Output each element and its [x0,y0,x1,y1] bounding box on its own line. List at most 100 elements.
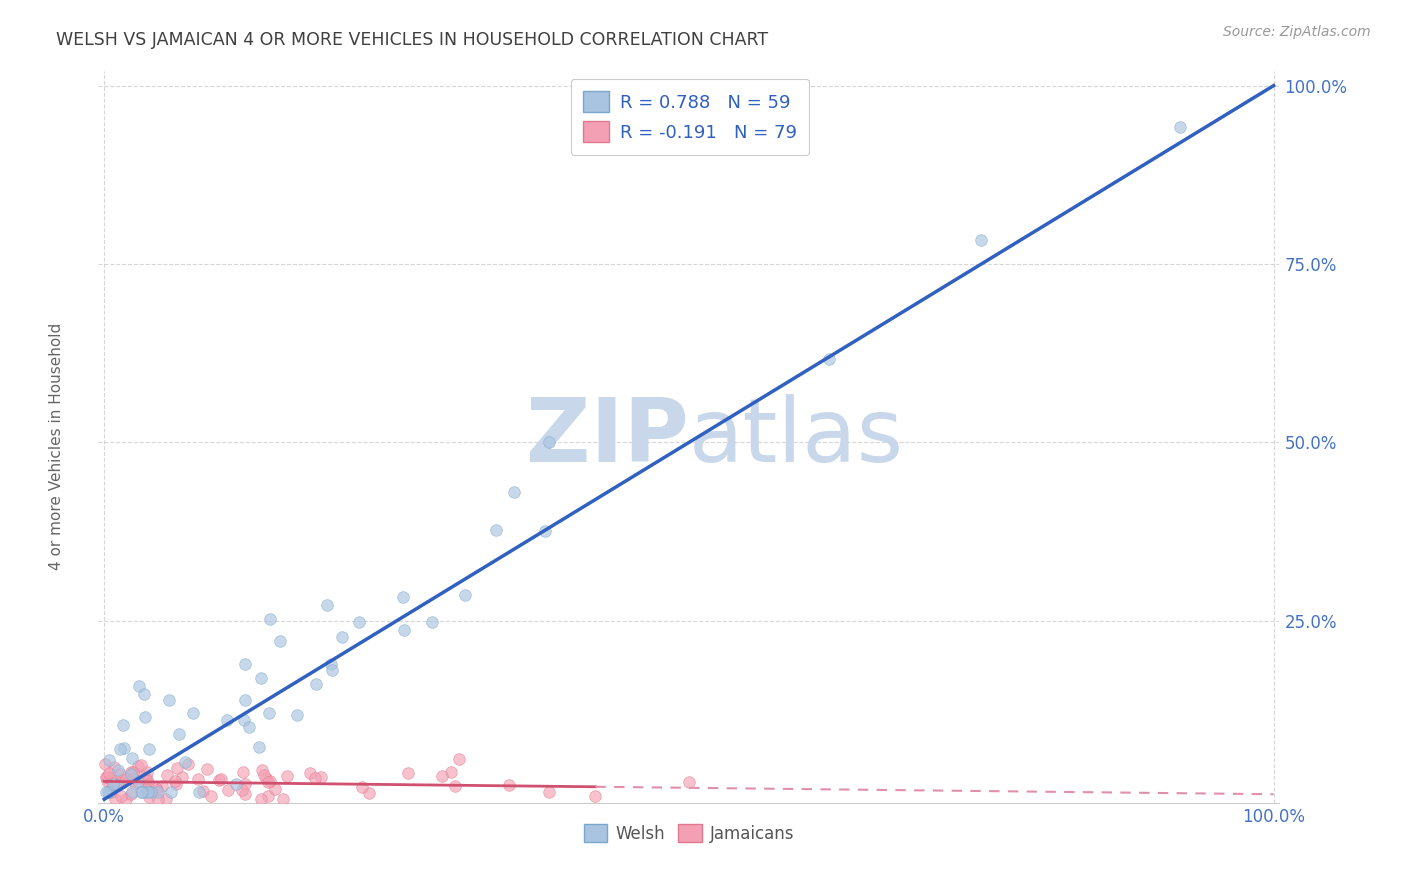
Point [110,772,132,786]
Point [299,766,322,780]
Point [101,777,124,791]
Point [94,785,117,799]
Point [148,792,170,806]
Point [111,718,134,732]
Point [537,785,560,799]
Point [104,779,127,793]
Point [98,766,121,780]
Point [233,657,256,672]
Point [120,787,142,801]
Point [273,792,295,806]
Point [207,772,229,787]
Point [253,768,276,782]
Point [316,599,339,613]
Point [217,783,239,797]
Legend: Welsh, Jamaicans: Welsh, Jamaicans [576,818,801,849]
Point [247,739,270,754]
Point [177,757,200,772]
Point [134,785,156,799]
Point [394,624,416,638]
Point [304,771,326,785]
Point [678,774,700,789]
Point [134,709,156,723]
Point [114,772,136,786]
Point [309,770,332,784]
Point [259,774,281,789]
Point [145,780,167,795]
Point [94,756,117,771]
Point [269,634,291,648]
Point [129,758,152,772]
Point [454,589,477,603]
Point [165,777,187,791]
Point [101,779,124,793]
Point [238,720,260,734]
Point [276,768,298,782]
Point [101,772,124,786]
Point [120,765,142,780]
Point [146,785,169,799]
Point [264,782,287,797]
Point [135,781,157,796]
Point [101,780,124,794]
Point [191,784,214,798]
Point [449,752,471,766]
Point [233,713,256,727]
Point [115,792,138,806]
Point [96,770,118,784]
Point [350,780,373,794]
Point [249,671,271,685]
Point [155,792,177,806]
Point [285,707,308,722]
Point [110,789,132,803]
Point [305,676,328,690]
Point [249,791,271,805]
Point [96,774,118,789]
Point [136,772,159,786]
Point [103,760,125,774]
Point [104,792,127,806]
Point [420,615,443,629]
Point [150,779,173,793]
Point [187,772,209,786]
Point [232,765,254,780]
Point [444,780,467,794]
Text: WELSH VS JAMAICAN 4 OR MORE VEHICLES IN HOUSEHOLD CORRELATION CHART: WELSH VS JAMAICAN 4 OR MORE VEHICLES IN … [56,31,768,49]
Point [163,773,186,788]
Point [139,785,162,799]
Point [121,751,143,765]
Point [235,787,257,801]
Point [502,484,524,499]
Point [209,772,232,787]
Point [195,762,218,776]
Point [392,591,415,605]
Point [250,763,273,777]
Point [108,742,131,756]
Text: 4 or more Vehicles in Household: 4 or more Vehicles in Household [49,322,63,570]
Point [100,785,122,799]
Point [159,785,181,799]
Point [128,767,150,781]
Point [131,785,153,799]
Point [332,630,354,644]
Point [233,693,256,707]
Point [166,761,188,775]
Point [188,785,211,799]
Point [231,783,253,797]
Point [200,789,222,803]
Point [257,706,280,720]
Point [121,772,143,786]
Text: Source: ZipAtlas.com: Source: ZipAtlas.com [1223,25,1371,39]
Point [136,777,159,791]
Point [127,759,149,773]
Point [498,778,520,792]
Point [135,772,157,787]
Point [156,768,179,782]
Point [110,767,132,781]
Point [97,785,120,799]
Point [396,765,419,780]
Point [181,706,204,720]
Text: atlas: atlas [689,393,904,481]
Point [533,524,555,538]
Point [583,789,606,803]
